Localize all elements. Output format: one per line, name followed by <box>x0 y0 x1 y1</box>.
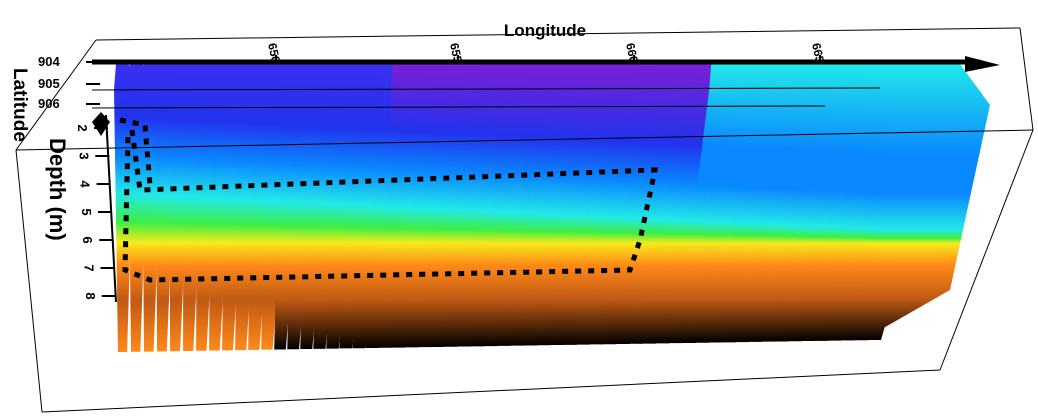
y-tick-label: 6 <box>80 236 95 243</box>
x-axis-arrow-icon <box>965 56 1000 72</box>
y-axis-line <box>105 114 117 303</box>
z-tick-label: 904 <box>38 54 60 69</box>
x-tick-label: 655 <box>447 42 465 65</box>
y-tick-label: 7 <box>82 264 97 271</box>
x-axis: Longitude 650 655 660 665 <box>92 21 1000 72</box>
y-axis-arrow-icon <box>92 112 110 136</box>
x-tick-label: 650 <box>265 42 283 65</box>
x-tick-label: 660 <box>623 42 641 65</box>
z-tick-label: 906 <box>38 96 60 111</box>
z-axis: 904 905 906 Latitude <box>9 54 100 142</box>
grid-line <box>91 105 826 109</box>
box-edge-top-back <box>95 27 1021 41</box>
grid-line <box>91 87 881 91</box>
box-edge-bottom-front <box>41 369 941 413</box>
y-tick-label: 5 <box>79 208 94 215</box>
y-axis: 2 3 4 5 6 7 8 Depth (m) <box>45 112 117 303</box>
z-tick-label: 905 <box>38 76 60 91</box>
profile-outline <box>119 117 659 283</box>
x-axis-label: Longitude <box>504 21 586 40</box>
box-edge-left-top <box>15 39 97 151</box>
box-edge-left-front <box>15 149 43 413</box>
box-edge-right-front <box>939 129 1034 371</box>
profile-outline-path <box>122 129 659 283</box>
profile-outline-path <box>119 117 153 186</box>
box-edge-front-top <box>15 129 1034 151</box>
z-axis-label: Latitude <box>9 68 30 142</box>
y-tick-label: 2 <box>75 124 90 131</box>
y-tick-label: 8 <box>83 292 98 299</box>
section-slices <box>114 64 990 352</box>
box-edge-right-back <box>1019 27 1034 131</box>
grid-lines <box>91 87 881 109</box>
y-axis-label: Depth (m) <box>45 138 70 241</box>
y-tick-label: 4 <box>78 180 93 188</box>
y-tick-label: 3 <box>76 152 91 159</box>
bounding-box <box>15 27 1034 413</box>
x-tick-label: 665 <box>809 42 827 65</box>
